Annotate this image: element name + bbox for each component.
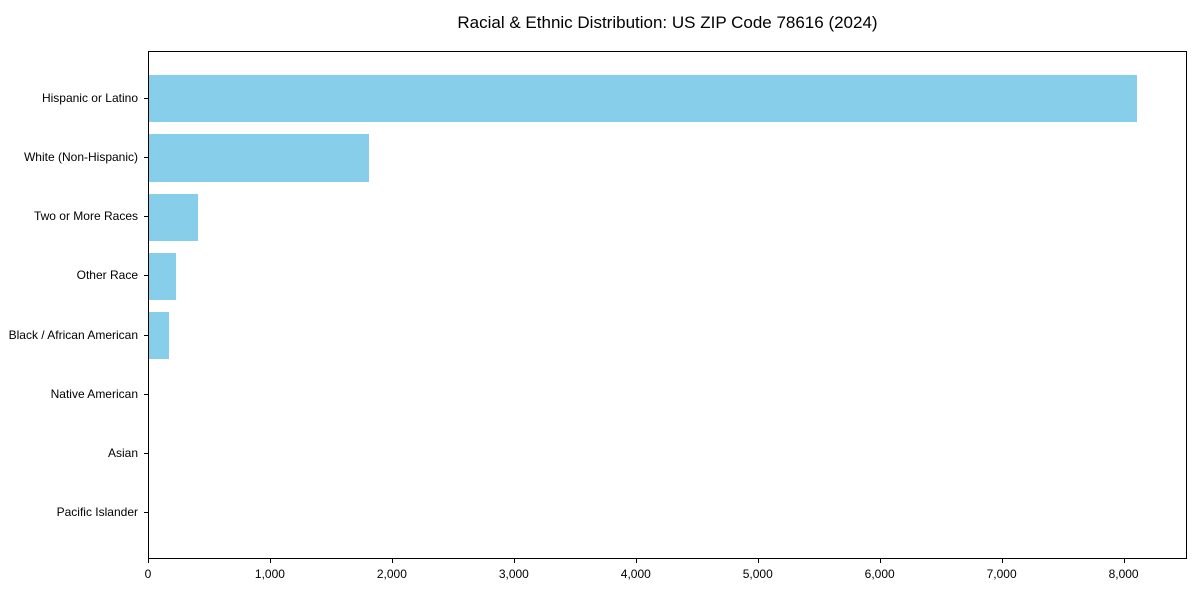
y-tick-label-two-or-more-races: Two or More Races — [33, 209, 138, 224]
bar-two-or-more-races — [149, 193, 198, 241]
x-tick-mark — [879, 559, 881, 563]
y-tick-label-native-american: Native American — [50, 386, 138, 401]
y-tick-label-white-non-hispanic: White (Non-Hispanic) — [23, 149, 138, 164]
bar-other-race — [149, 252, 176, 301]
x-tick-mark — [757, 559, 759, 563]
y-tick-label-pacific-islander: Pacific Islander — [56, 505, 138, 520]
y-tick-mark — [144, 512, 148, 514]
y-tick-mark — [144, 97, 148, 99]
y-tick-mark — [144, 275, 148, 277]
bar-black-african-american — [149, 311, 169, 360]
y-tick-label-black-african-american: Black / African American — [8, 327, 138, 342]
x-tick-mark — [1123, 559, 1125, 563]
x-tick-label: 6,000 — [864, 567, 895, 581]
plot-area — [148, 51, 1187, 559]
x-tick-mark — [269, 559, 271, 563]
y-tick-label-asian: Asian — [107, 446, 138, 461]
y-tick-label-hispanic-or-latino: Hispanic or Latino — [41, 90, 138, 105]
x-tick-label: 4,000 — [620, 567, 651, 581]
y-tick-mark — [144, 393, 148, 395]
x-tick-mark — [635, 559, 637, 563]
bar-white-non-hispanic — [149, 134, 369, 182]
y-tick-label-other-race: Other Race — [76, 268, 138, 283]
x-tick-label: 3,000 — [498, 567, 529, 581]
y-tick-mark — [144, 334, 148, 336]
x-tick-label: 0 — [144, 567, 152, 581]
y-tick-mark — [144, 453, 148, 455]
y-tick-mark — [144, 156, 148, 158]
x-tick-label: 8,000 — [1108, 567, 1139, 581]
x-tick-mark — [513, 559, 515, 563]
chart-title: Racial & Ethnic Distribution: US ZIP Cod… — [457, 13, 878, 32]
x-tick-mark — [391, 559, 393, 563]
x-tick-mark — [148, 559, 149, 563]
x-tick-label: 1,000 — [254, 567, 285, 581]
x-tick-label: 5,000 — [742, 567, 773, 581]
x-tick-label: 7,000 — [986, 567, 1017, 581]
y-tick-mark — [144, 216, 148, 218]
bar-hispanic-or-latino — [149, 75, 1137, 123]
x-tick-label: 2,000 — [376, 567, 407, 581]
x-tick-mark — [1001, 559, 1003, 563]
